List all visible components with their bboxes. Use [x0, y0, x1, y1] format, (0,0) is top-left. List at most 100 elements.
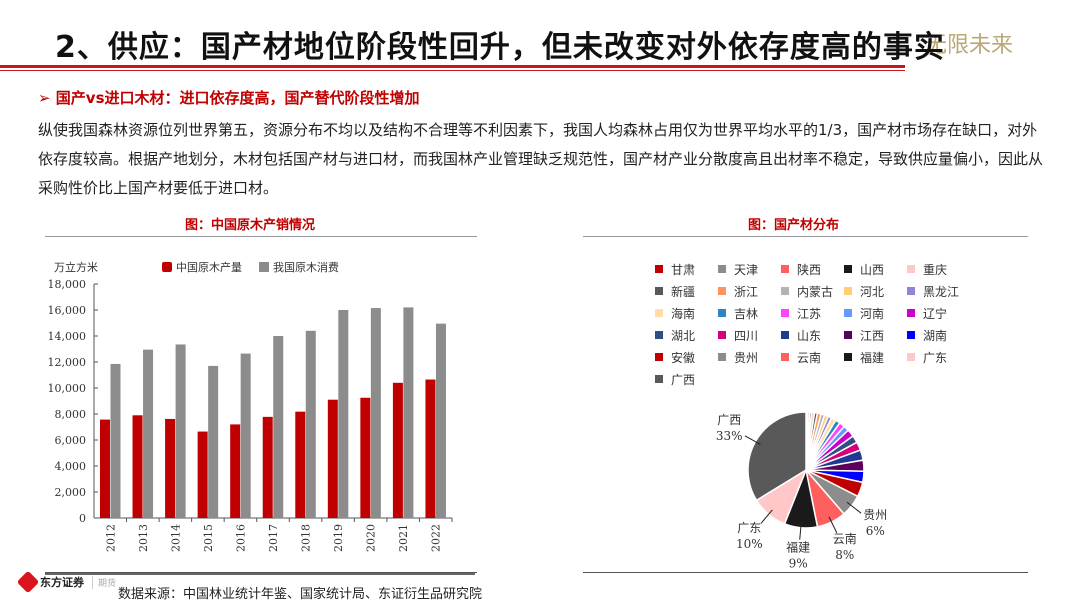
legend-item: 内蒙古: [781, 283, 844, 299]
chart-bottom-line: [45, 572, 477, 573]
legend-label: 福建: [860, 350, 885, 365]
y-tick-label: 14,000: [48, 330, 87, 343]
legend-label: 湖南: [923, 328, 948, 343]
pie-legend: 甘肃 天津 陕西 山西 重庆 新疆 浙江 内蒙古 河北 黑龙江 海南 吉林 江苏 河南 辽宁 湖北 四川 山东 江西…: [655, 261, 970, 387]
y-tick-label: 16,000: [48, 304, 87, 317]
bar-consumption: [143, 349, 154, 518]
legend-label: 山东: [797, 328, 822, 343]
pie-label-value: 33%: [716, 429, 743, 443]
y-tick-label: 4,000: [55, 460, 87, 473]
legend-swatch: [655, 331, 663, 339]
legend-item: 河南: [844, 305, 907, 321]
x-tick-label: 2017: [267, 524, 280, 552]
pie-chart-title: 图：国产材分布: [748, 218, 840, 233]
legend-swatch: [781, 287, 789, 295]
x-tick-label: 2013: [137, 524, 150, 552]
legend-label: 内蒙古: [797, 284, 834, 299]
y-tick-label: 10,000: [48, 382, 87, 395]
y-tick-label: 2,000: [55, 486, 87, 499]
legend-item: 湖南: [907, 327, 970, 343]
legend-swatch: [259, 262, 269, 272]
legend-label: 甘肃: [671, 262, 696, 277]
bar-consumption: [435, 323, 446, 518]
legend-item: 江西: [844, 327, 907, 343]
bar-consumption: [403, 307, 414, 518]
pie-leader-line: [828, 516, 838, 534]
legend-swatch: [718, 265, 726, 273]
pie-leader-line: [846, 501, 862, 514]
legend-swatch: [781, 309, 789, 317]
legend-item: 湖北: [655, 327, 718, 343]
legend-label: 广西: [671, 372, 696, 387]
logo-text: 东方证券: [40, 576, 84, 589]
legend-item: 浙江: [718, 283, 781, 299]
brand-slogan: 无限未来: [925, 33, 1014, 58]
pie-label-value: 6%: [866, 524, 885, 538]
y-tick-label: 18,000: [48, 278, 87, 291]
y-tick-label: 0: [79, 512, 86, 525]
y-tick-label: 6,000: [55, 434, 87, 447]
legend-swatch: [907, 353, 915, 361]
legend-item: 吉林: [718, 305, 781, 321]
bar-production: [100, 419, 110, 518]
legend-swatch: [907, 309, 915, 317]
pie-label-value: 8%: [835, 548, 854, 562]
pie-label-name: 云南: [833, 531, 857, 546]
legend-label: 安徽: [671, 350, 696, 365]
body-paragraph: 纵使我国森林资源位列世界第五，资源分布不均以及结构不合理等不利因素下，我国人均森…: [38, 121, 1044, 197]
x-tick-label: 2012: [104, 524, 117, 552]
legend-label: 云南: [797, 350, 822, 365]
pie-label-value: 10%: [736, 537, 763, 551]
legend-item: 重庆: [907, 261, 970, 277]
legend-swatch: [718, 331, 726, 339]
legend-swatch: [844, 331, 852, 339]
legend-label: 天津: [734, 262, 759, 277]
logo-subtext: 期货: [92, 575, 116, 589]
page-title: 2、供应：国产材地位阶段性回升，但未改变对外依存度高的事实: [55, 30, 945, 65]
section-subtitle: ➢ 国产vs进口木材：进口依存度高，国产替代阶段性增加: [38, 87, 420, 108]
legend-swatch: [162, 262, 172, 272]
pie-leader-line: [744, 435, 761, 445]
pie-label-name: 贵州: [863, 508, 887, 522]
legend-swatch: [655, 353, 663, 361]
x-tick-label: 2021: [397, 524, 410, 552]
bar-consumption: [370, 308, 381, 518]
footer-line: [45, 573, 475, 575]
bar-consumption: [208, 365, 219, 518]
bar-consumption: [175, 344, 186, 518]
pie-leader-line: [799, 521, 802, 540]
x-tick-label: 2015: [202, 524, 215, 552]
company-logo: 东方证券 期货: [16, 570, 116, 594]
x-tick-label: 2019: [332, 524, 345, 552]
legend-swatch: [844, 287, 852, 295]
title-divider-thin: [0, 70, 905, 71]
legend-item: 安徽: [655, 349, 718, 365]
legend-swatch: [844, 309, 852, 317]
bar-production: [295, 411, 306, 518]
legend-item: 四川: [718, 327, 781, 343]
bar-production: [360, 397, 371, 518]
legend-swatch: [844, 353, 852, 361]
legend-swatch: [655, 375, 663, 383]
legend-swatch: [781, 265, 789, 273]
legend-label: 辽宁: [923, 306, 948, 321]
legend-item: 山东: [781, 327, 844, 343]
legend-item: 天津: [718, 261, 781, 277]
bar-chart-title: 图：中国原木产销情况: [185, 218, 316, 233]
legend-item: 广西: [655, 371, 718, 387]
y-axis-unit: 万立方米: [54, 260, 98, 274]
legend-label: 山西: [860, 262, 885, 277]
legend-item: 陕西: [781, 261, 844, 277]
legend-item: 河北: [844, 283, 907, 299]
x-tick-label: 2016: [234, 524, 247, 552]
bar-production: [230, 424, 241, 518]
bar-production: [165, 418, 176, 518]
legend-label: 海南: [671, 306, 696, 321]
legend-item: 云南: [781, 349, 844, 365]
legend-item: 山西: [844, 261, 907, 277]
x-tick-label: 2018: [300, 524, 313, 552]
legend-label: 江西: [860, 328, 885, 343]
x-tick-label: 2022: [430, 524, 443, 552]
legend-swatch: [718, 287, 726, 295]
legend-label: 我国原木消费: [273, 260, 339, 274]
